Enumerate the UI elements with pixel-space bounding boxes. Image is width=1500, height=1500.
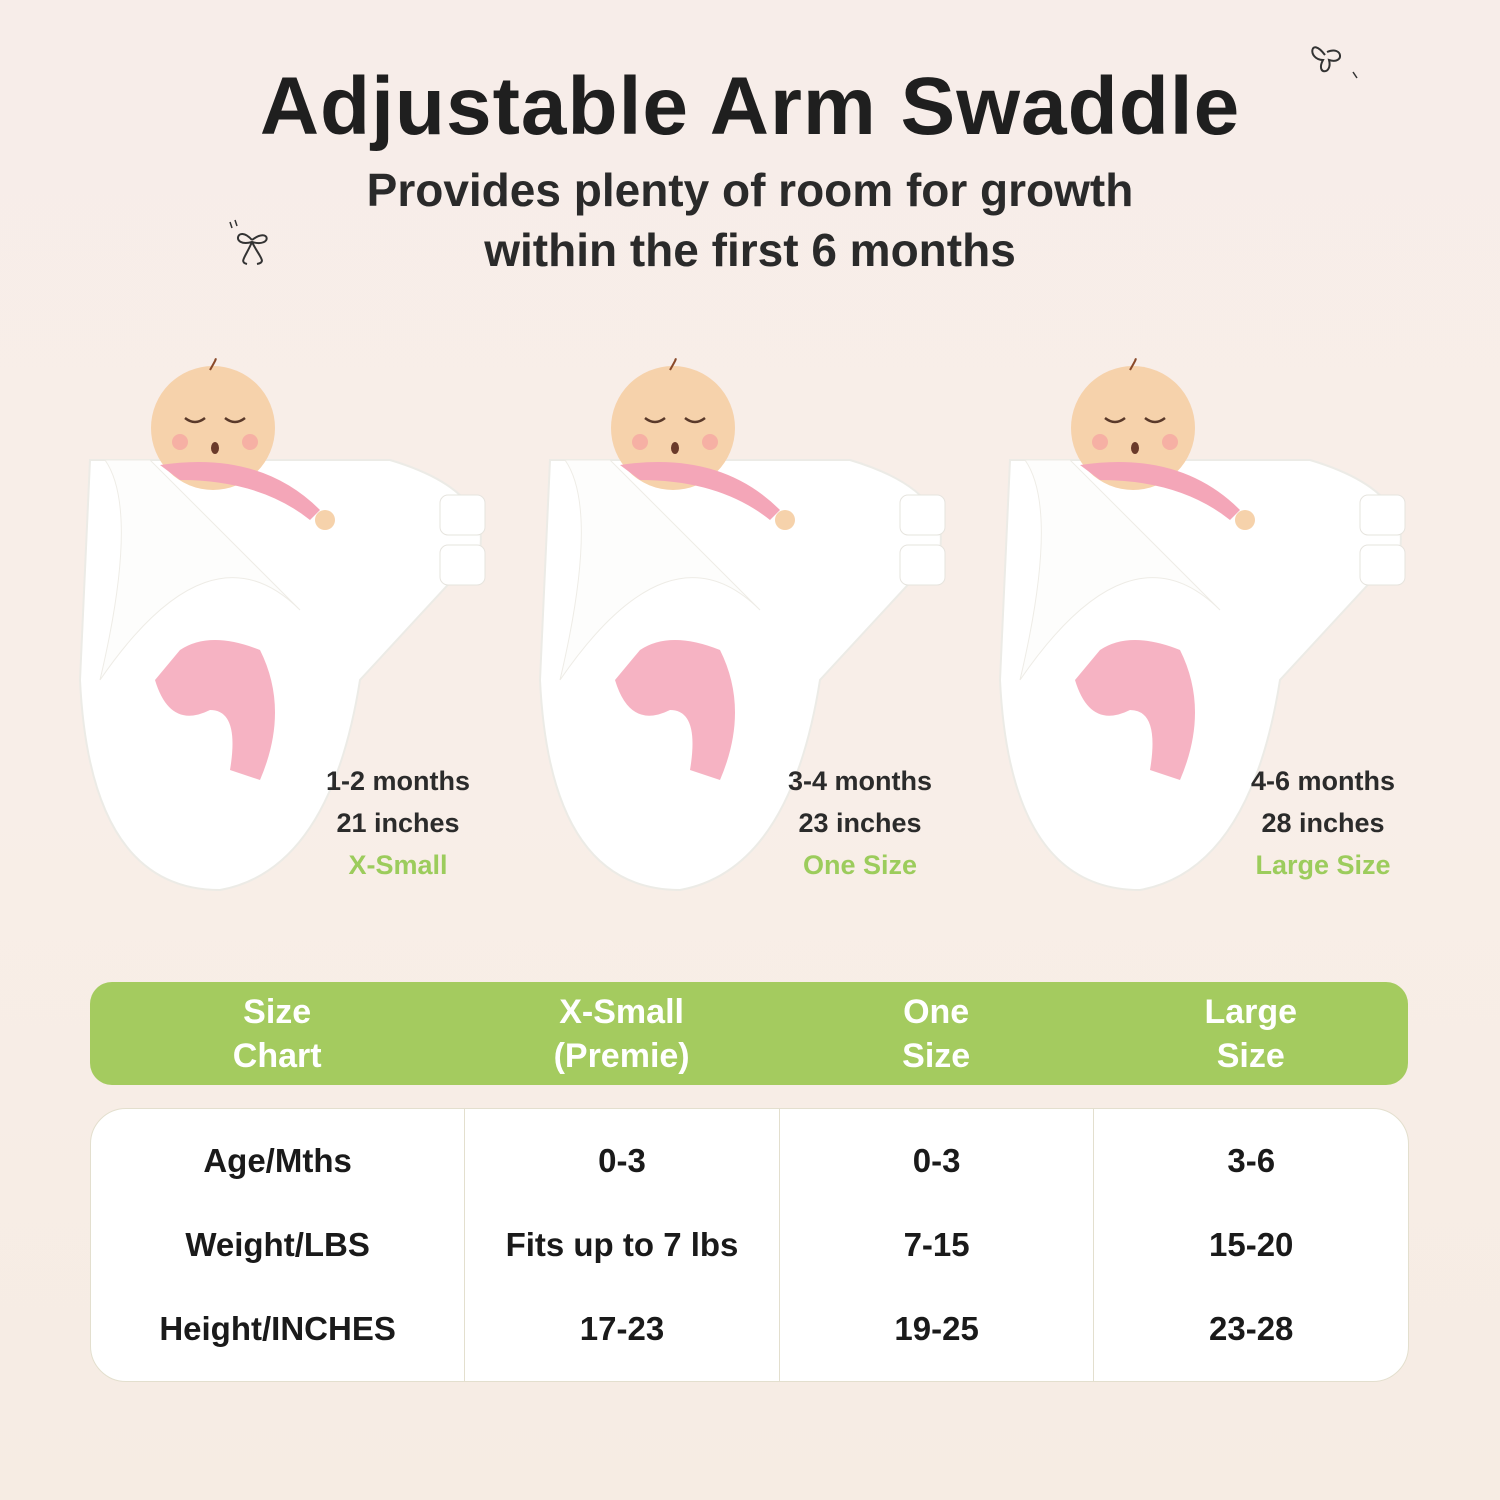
swaddle-panel-large: 4-6 months 28 inches Large Size [980, 350, 1420, 910]
row-label-height: Height/INCHES [159, 1310, 396, 1347]
swaddled-baby-illustration [998, 358, 1406, 892]
size-info: 3-4 months 23 inches One Size [750, 760, 970, 886]
subtitle-line-1: Provides plenty of room for growth [366, 164, 1134, 216]
table-cell: 23-28 [1209, 1310, 1294, 1347]
swaddled-baby-illustration [538, 358, 946, 892]
size-label: Large Size [1255, 850, 1391, 880]
swaddle-panel-xsmall: 1-2 months 21 inches X-Small [60, 350, 500, 910]
row-label-age: Age/Mths [203, 1142, 352, 1179]
subtitle-line-2: within the first 6 months [484, 224, 1016, 276]
size-chart-table: Age/Mths Weight/LBS Height/INCHES 0-3 Fi… [90, 1108, 1409, 1382]
large-size-column: 3-6 15-20 23-28 [1093, 1109, 1408, 1381]
swaddle-panel-one-size: 3-4 months 23 inches One Size [520, 350, 960, 910]
butterfly-icon [1311, 46, 1358, 79]
age-range: 3-4 months [787, 766, 933, 796]
age-range: 4-6 months [1250, 766, 1396, 796]
table-cell: 0-3 [912, 1142, 961, 1179]
size-label: X-Small [348, 850, 448, 880]
length: 23 inches [798, 808, 922, 838]
xsmall-column: 0-3 Fits up to 7 lbs 17-23 [464, 1109, 779, 1381]
header-large-size: Large Size [1204, 992, 1298, 1075]
table-cell: 17-23 [579, 1310, 665, 1347]
table-cell: Fits up to 7 lbs [505, 1226, 739, 1263]
table-cell: 19-25 [894, 1310, 979, 1347]
row-label-weight: Weight/LBS [185, 1226, 370, 1263]
length: 28 inches [1261, 808, 1385, 838]
swaddled-baby-illustration [78, 358, 486, 892]
row-labels-column: Age/Mths Weight/LBS Height/INCHES [91, 1109, 464, 1381]
title-area: Adjustable Arm Swaddle [0, 0, 1500, 160]
length: 21 inches [336, 808, 460, 838]
header-size-chart: Size Chart [232, 992, 322, 1075]
size-chart-header: Size Chart X-Small (Premie) One Size Lar… [90, 982, 1408, 1085]
age-range: 1-2 months [325, 766, 471, 796]
table-cell: 15-20 [1209, 1226, 1294, 1263]
size-info: 1-2 months 21 inches X-Small [288, 760, 508, 886]
size-info: 4-6 months 28 inches Large Size [1213, 760, 1433, 886]
table-cell: 7-15 [903, 1226, 970, 1263]
table-cell: 0-3 [598, 1142, 646, 1179]
header-one-size: One Size [902, 992, 971, 1075]
one-size-column: 0-3 7-15 19-25 [778, 1109, 1094, 1381]
header-xsmall: X-Small (Premie) [553, 992, 690, 1075]
table-cell: 3-6 [1227, 1142, 1276, 1179]
size-label: One Size [802, 850, 918, 880]
bow-icon [229, 219, 268, 265]
page-title: Adjustable Arm Swaddle [259, 61, 1241, 152]
